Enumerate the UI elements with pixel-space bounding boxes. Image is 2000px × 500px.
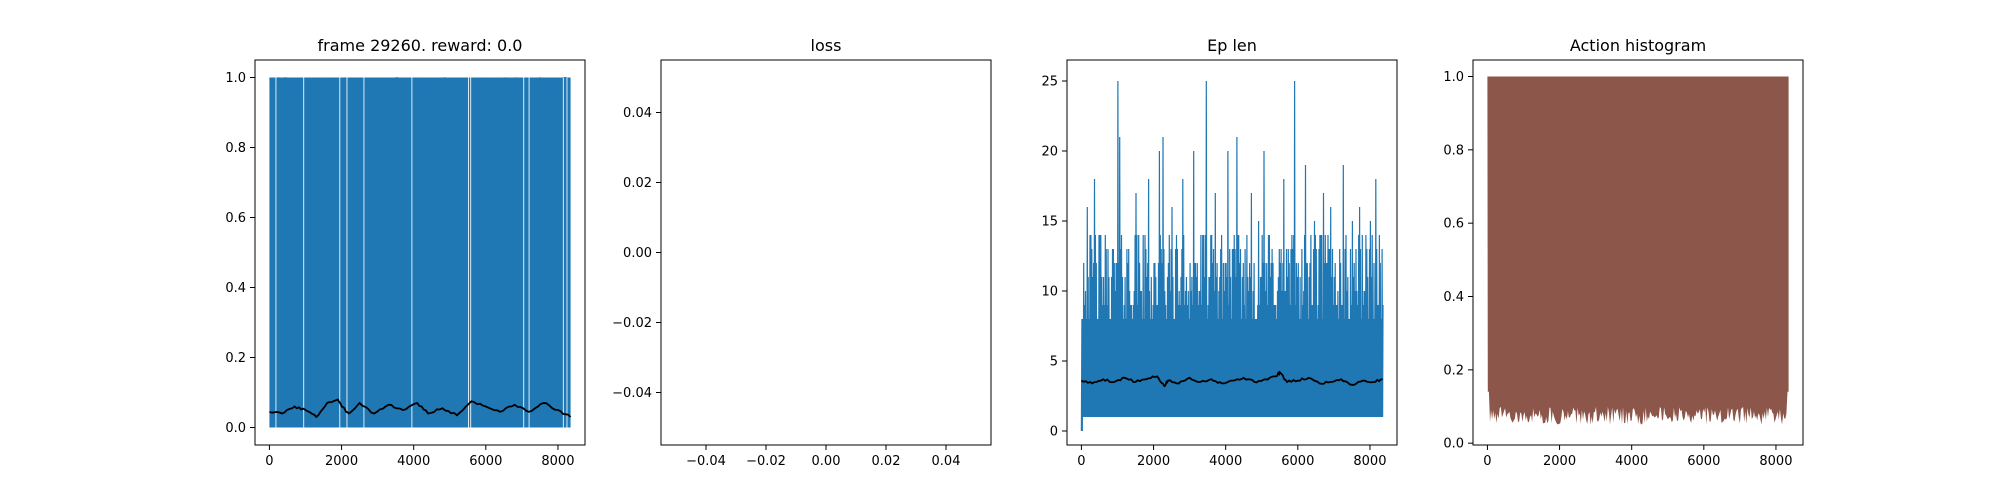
action-histogram-x-tick-label-4: 8000 (1759, 454, 1792, 469)
panel-loss-plot: −0.04 −0.02 0.00 0.02 0.04 −0.04 −0.02 0.00 0.02… (612, 59, 992, 469)
reward-x-tick-label-3: 6000 (469, 454, 502, 469)
ep-len-y-tick-label-3: 15 (1041, 215, 1058, 230)
action-histogram-y-tick-label-3: 0.6 (1443, 217, 1464, 232)
action-histogram-x-tick-label-0: 0 (1483, 454, 1491, 469)
ep-len-x-tick-label-1: 2000 (1137, 454, 1170, 469)
loss-y-tick-label-2: 0.00 (623, 246, 652, 261)
panel-loss-title: loss (811, 36, 842, 55)
action-histogram-x-tick-label-1: 2000 (1543, 454, 1576, 469)
action-histogram-axes-frame (1472, 59, 1804, 446)
loss-y-tick-label-4: 0.04 (623, 106, 652, 121)
loss-x-tick-label-2: 0.00 (812, 454, 841, 469)
reward-y-tick-label-1: 0.2 (225, 351, 246, 366)
ep-len-raw-series (1080, 80, 1384, 432)
action-histogram-x-tick-label-3: 6000 (1687, 454, 1720, 469)
reward-y-tick-label-0: 0.0 (225, 421, 246, 436)
loss-x-tick-label-3: 0.02 (872, 454, 901, 469)
ep-len-series-layer (1080, 80, 1384, 432)
reward-x-tick-label-4: 8000 (541, 454, 574, 469)
action-histogram-y-tick-label-0: 0.0 (1443, 437, 1464, 452)
action-histogram-series-layer (1487, 76, 1789, 425)
reward-x-tick-label-2: 4000 (397, 454, 430, 469)
action-histogram-y-tick-label-4: 0.8 (1443, 143, 1464, 158)
reward-axes-frame (254, 59, 586, 446)
ep-len-axes-frame (1066, 59, 1398, 446)
panel-reward-plot: 0 2000 4000 6000 8000 0.0 0.2 0.4 0.6 0.8 1.0 (225, 59, 586, 469)
action-histogram-stacked-area (1487, 76, 1789, 425)
panel-ep-len: Ep len 0 2000 4000 6000 8000 0 5 10 15 20 25 (1041, 36, 1398, 469)
panel-reward: frame 29260. reward: 0.0 0 2000 4000 6000 80… (225, 36, 586, 469)
panel-loss: loss −0.04 −0.02 0.00 0.02 0.04 −0.04 −0.02 0.0… (612, 36, 992, 469)
panel-ep-len-plot: 0 2000 4000 6000 8000 0 5 10 15 20 25 (1041, 59, 1398, 469)
ep-len-y-tick-label-1: 5 (1050, 355, 1058, 370)
loss-x-tick-label-0: −0.04 (686, 454, 726, 469)
loss-y-tick-label-3: 0.02 (623, 176, 652, 191)
panel-action-histogram-plot: 0 2000 4000 6000 8000 0.0 0.2 0.4 0.6 0.8 1.0 (1443, 59, 1804, 469)
reward-y-tick-label-5: 1.0 (225, 71, 246, 86)
reward-raw-series-edge (269, 76, 571, 83)
loss-x-tick-label-1: −0.02 (746, 454, 786, 469)
action-histogram-y-tick-label-2: 0.4 (1443, 290, 1464, 305)
ep-len-x-tick-label-2: 4000 (1209, 454, 1242, 469)
ep-len-x-tick-label-3: 6000 (1281, 454, 1314, 469)
reward-x-tick-label-1: 2000 (325, 454, 358, 469)
loss-y-tick-label-0: −0.04 (612, 386, 652, 401)
reward-y-tick-label-4: 0.8 (225, 141, 246, 156)
reward-x-tick-label-0: 0 (265, 454, 273, 469)
reward-y-tick-label-2: 0.4 (225, 281, 246, 296)
ep-len-y-tick-label-4: 20 (1041, 145, 1058, 160)
action-histogram-y-tick-label-1: 0.2 (1443, 363, 1464, 378)
panel-reward-title: frame 29260. reward: 0.0 (318, 36, 523, 55)
ep-len-x-tick-label-0: 0 (1077, 454, 1085, 469)
ep-len-moving-average (1080, 370, 1383, 388)
loss-y-tick-label-1: −0.02 (612, 316, 652, 331)
panel-action-histogram-title: Action histogram (1570, 36, 1706, 55)
action-histogram-x-tick-label-2: 4000 (1615, 454, 1648, 469)
reward-raw-series-band (269, 77, 571, 428)
ep-len-y-tick-label-2: 10 (1041, 285, 1058, 300)
ep-len-y-tick-label-0: 0 (1050, 425, 1058, 440)
ep-len-y-tick-label-5: 25 (1041, 75, 1058, 90)
panel-action-histogram: Action histogram 0 2000 4000 6000 8000 0.0 0.2… (1443, 36, 1804, 469)
loss-x-tick-label-4: 0.04 (932, 454, 961, 469)
reward-moving-average (269, 398, 572, 419)
reward-y-tick-label-3: 0.6 (225, 211, 246, 226)
ep-len-x-tick-label-4: 8000 (1353, 454, 1386, 469)
reward-series-layer (269, 76, 572, 428)
panel-ep-len-title: Ep len (1207, 36, 1257, 55)
action-histogram-y-tick-label-5: 1.0 (1443, 70, 1464, 85)
